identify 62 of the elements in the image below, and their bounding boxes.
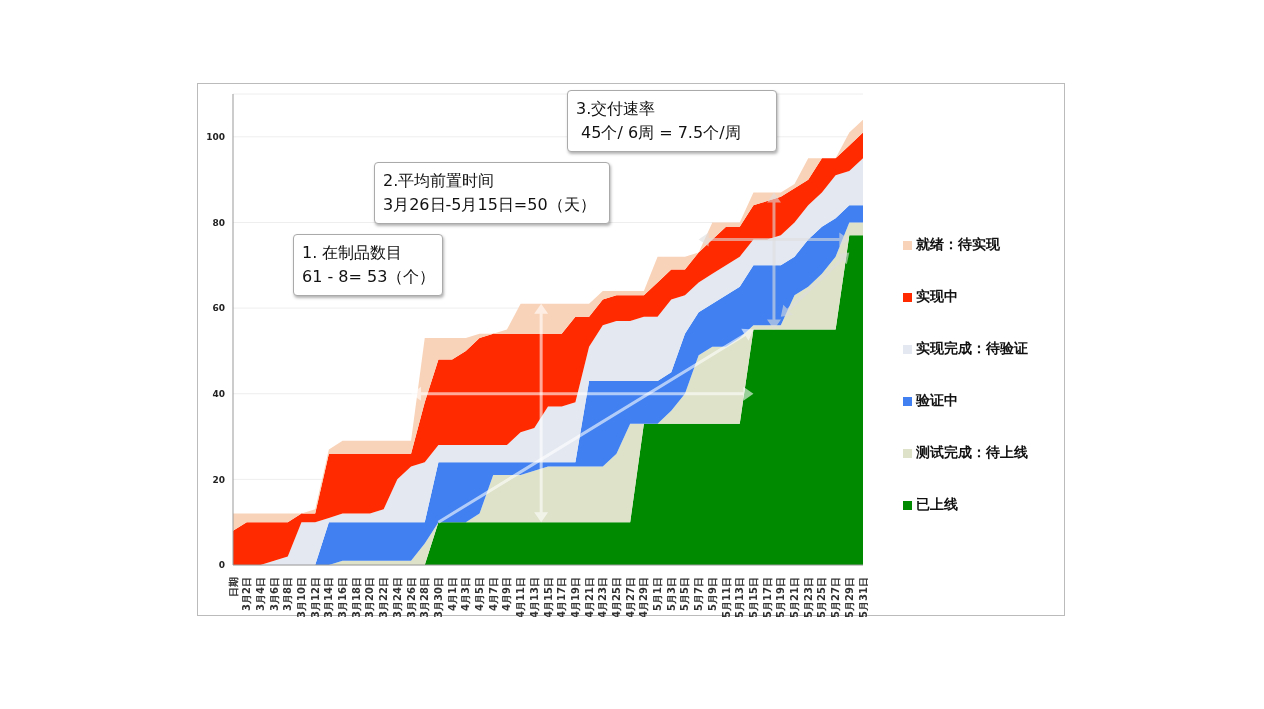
x-tick-label: 5月11日	[720, 577, 732, 618]
x-tick-label: 5月29日	[843, 577, 855, 618]
x-tick-label: 3月10日	[295, 577, 307, 618]
x-tick-label: 4月29日	[638, 577, 650, 618]
x-tick-label: 5月1日	[652, 577, 664, 611]
x-tick-label: 5月21日	[789, 577, 801, 618]
legend-label: 就绪：待实现	[916, 236, 1000, 254]
annotation: 1. 在制品数目 61 - 8= 53（个）	[293, 234, 443, 296]
x-tick-label: 5月27日	[830, 577, 842, 618]
y-tick-label: 60	[212, 303, 225, 314]
y-tick-label: 0	[218, 560, 225, 571]
x-tick-label: 5月9日	[706, 577, 718, 611]
x-tick-label: 5月31日	[857, 577, 869, 618]
y-tick-label: 20	[212, 474, 225, 485]
x-tick-label: 3月6日	[268, 577, 280, 611]
x-tick-label: 4月11日	[515, 577, 527, 618]
x-tick-label: 3月16日	[337, 577, 349, 618]
x-tick-label: 4月23日	[597, 577, 609, 618]
x-tick-label: 3月14日	[323, 577, 335, 618]
legend-label: 已上线	[916, 496, 958, 514]
x-tick-label: 4月1日	[446, 577, 458, 611]
x-tick-label: 3月22日	[378, 577, 390, 618]
y-tick-label: 100	[206, 132, 225, 143]
x-tick-label: 3月28日	[419, 577, 431, 618]
x-tick-label: 3月30日	[432, 577, 444, 618]
x-tick-label: 3月2日	[241, 577, 253, 611]
x-tick-label: 3月8日	[282, 577, 294, 611]
x-tick-label: 4月19日	[569, 577, 581, 618]
x-tick-label: 4月13日	[528, 577, 540, 618]
x-tick-label: 5月7日	[693, 577, 705, 611]
x-tick-label: 4月5日	[474, 577, 486, 611]
x-tick-label: 5月5日	[679, 577, 691, 611]
x-tick-label: 5月17日	[761, 577, 773, 618]
x-tick-label: 5月23日	[802, 577, 814, 618]
x-tick-label: 日期	[227, 577, 239, 597]
y-tick-label: 40	[212, 388, 225, 399]
x-tick-label: 4月3日	[460, 577, 472, 611]
legend-label: 测试完成：待上线	[916, 444, 1028, 462]
legend-label: 实现完成：待验证	[916, 340, 1028, 358]
x-tick-label: 4月25日	[610, 577, 622, 618]
legend-label: 实现中	[916, 288, 958, 306]
x-tick-label: 3月20日	[364, 577, 376, 618]
annotation: 3.交付速率 45个/ 6周 = 7.5个/周	[567, 90, 777, 152]
x-tick-label: 3月26日	[405, 577, 417, 618]
x-tick-label: 4月7日	[487, 577, 499, 611]
x-tick-label: 3月18日	[350, 577, 362, 618]
x-tick-label: 5月13日	[734, 577, 746, 618]
x-tick-label: 3月4日	[254, 577, 266, 611]
x-tick-label: 4月21日	[583, 577, 595, 618]
x-tick-label: 3月12日	[309, 577, 321, 618]
y-tick-label: 80	[212, 217, 225, 228]
x-tick-label: 5月15日	[747, 577, 759, 618]
x-tick-label: 5月25日	[816, 577, 828, 618]
x-tick-label: 5月3日	[665, 577, 677, 611]
annotation: 2.平均前置时间 3月26日-5月15日=50（天）	[374, 162, 610, 224]
legend-label: 验证中	[916, 392, 958, 410]
x-tick-label: 4月15日	[542, 577, 554, 618]
x-tick-label: 5月19日	[775, 577, 787, 618]
x-tick-label: 4月27日	[624, 577, 636, 618]
x-tick-label: 4月9日	[501, 577, 513, 611]
x-tick-label: 3月24日	[391, 577, 403, 618]
x-tick-label: 4月17日	[556, 577, 568, 618]
